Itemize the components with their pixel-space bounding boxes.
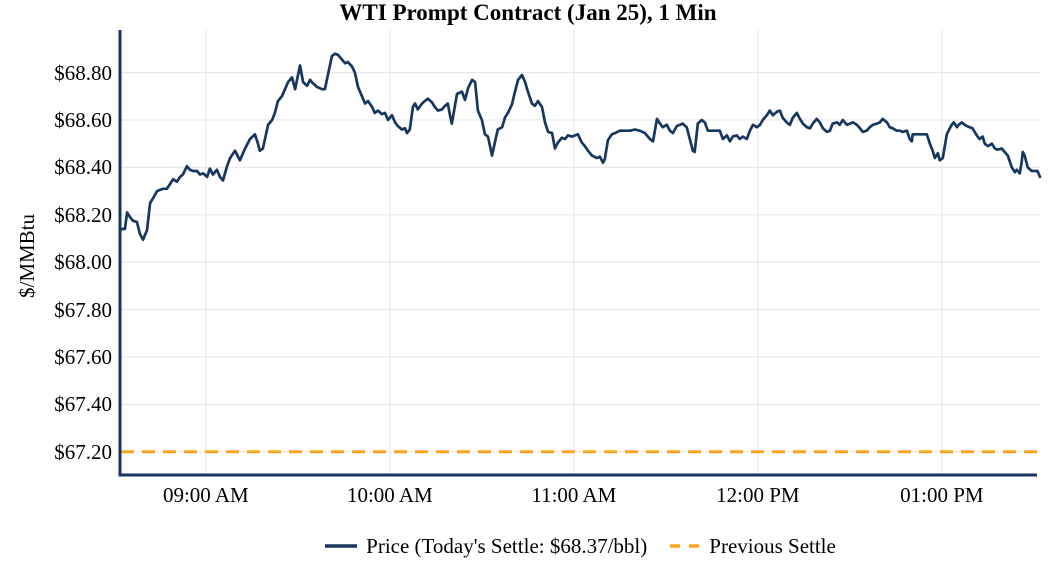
previous-settle-dash-swatch bbox=[670, 544, 701, 548]
price-line-swatch bbox=[325, 544, 358, 548]
x-tick-label: 11:00 AM bbox=[531, 483, 617, 507]
legend: Price (Today's Settle: $68.37/bbl) Previ… bbox=[120, 529, 1040, 563]
y-tick-label: $67.60 bbox=[54, 344, 112, 369]
price-line bbox=[118, 52, 1042, 242]
legend-price-label: Price (Today's Settle: $68.37/bbl) bbox=[366, 533, 648, 558]
x-tick-label: 12:00 PM bbox=[716, 483, 800, 507]
x-tick-label: 10:00 AM bbox=[346, 483, 433, 507]
x-tick-label: 01:00 PM bbox=[900, 483, 984, 507]
y-tick-label: $68.80 bbox=[54, 60, 112, 85]
y-tick-label: $68.60 bbox=[54, 108, 112, 133]
y-tick-label: $67.80 bbox=[54, 297, 112, 322]
x-tick-label: 09:00 AM bbox=[162, 483, 249, 507]
y-tick-label: $67.20 bbox=[54, 439, 112, 464]
y-tick-label: $68.20 bbox=[54, 202, 112, 227]
y-tick-label: $67.40 bbox=[54, 392, 112, 417]
y-tick-label: $68.40 bbox=[54, 155, 112, 180]
legend-item-price: Price (Today's Settle: $68.37/bbl) bbox=[324, 534, 647, 559]
chart-title: WTI Prompt Contract (Jan 25), 1 Min bbox=[339, 0, 717, 25]
legend-previous-settle-label: Previous Settle bbox=[709, 533, 836, 558]
y-tick-label: $68.00 bbox=[54, 250, 112, 275]
legend-item-previous-settle: Previous Settle bbox=[669, 534, 836, 559]
